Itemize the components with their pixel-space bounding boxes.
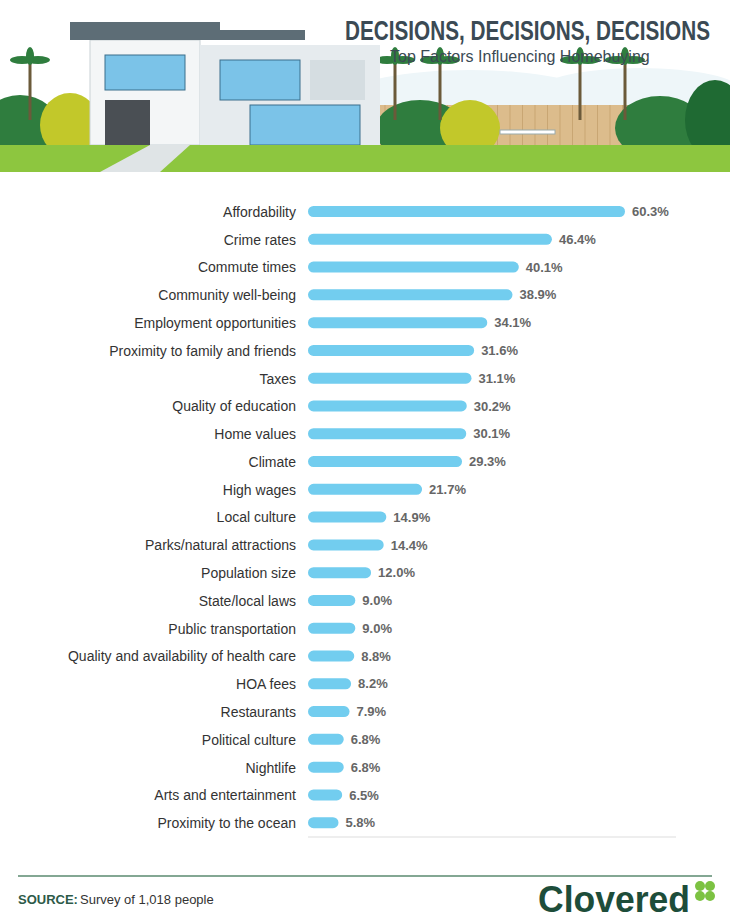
svg-text:12.0%: 12.0% (378, 565, 415, 580)
svg-text:38.9%: 38.9% (520, 287, 557, 302)
svg-text:7.9%: 7.9% (357, 704, 387, 719)
svg-text:29.3%: 29.3% (469, 454, 506, 469)
svg-text:Community well-being: Community well-being (158, 287, 296, 303)
svg-text:6.5%: 6.5% (349, 788, 379, 803)
svg-text:8.8%: 8.8% (361, 649, 391, 664)
svg-text:31.6%: 31.6% (481, 343, 518, 358)
svg-text:Restaurants: Restaurants (221, 704, 296, 720)
svg-text:Crime rates: Crime rates (224, 232, 296, 248)
svg-text:Taxes: Taxes (259, 371, 296, 387)
svg-text:6.8%: 6.8% (351, 760, 381, 775)
svg-text:30.2%: 30.2% (474, 399, 511, 414)
svg-text:34.1%: 34.1% (494, 315, 531, 330)
svg-text:30.1%: 30.1% (473, 426, 510, 441)
svg-text:6.8%: 6.8% (351, 732, 381, 747)
svg-text:Top Factors Influencing Homebu: Top Factors Influencing Homebuying (390, 48, 650, 65)
svg-text:14.4%: 14.4% (391, 538, 428, 553)
svg-text:Commute times: Commute times (198, 259, 296, 275)
svg-text:Parks/natural attractions: Parks/natural attractions (145, 537, 296, 553)
svg-text:SOURCE:: SOURCE: (18, 892, 78, 907)
svg-text:HOA fees: HOA fees (236, 676, 296, 692)
svg-text:Quality of education: Quality of education (172, 398, 296, 414)
svg-text:High wages: High wages (223, 482, 296, 498)
svg-text:Population size: Population size (201, 565, 296, 581)
svg-text:31.1%: 31.1% (478, 371, 515, 386)
svg-text:40.1%: 40.1% (526, 260, 563, 275)
svg-text:Proximity to family and friend: Proximity to family and friends (109, 343, 296, 359)
svg-text:9.0%: 9.0% (362, 593, 392, 608)
svg-text:Political culture: Political culture (202, 732, 296, 748)
svg-text:Nightlife: Nightlife (245, 760, 296, 776)
svg-text:Survey of 1,018 people: Survey of 1,018 people (80, 892, 214, 907)
svg-text:Local culture: Local culture (217, 509, 297, 525)
svg-text:Public transportation: Public transportation (168, 621, 296, 637)
svg-text:Arts and entertainment: Arts and entertainment (154, 787, 296, 803)
svg-text:State/local laws: State/local laws (199, 593, 296, 609)
svg-text:DECISIONS, DECISIONS, DECISION: DECISIONS, DECISIONS, DECISIONS (345, 15, 710, 46)
svg-text:Home values: Home values (214, 426, 296, 442)
svg-text:21.7%: 21.7% (429, 482, 466, 497)
svg-text:9.0%: 9.0% (362, 621, 392, 636)
svg-text:Proximity to the ocean: Proximity to the ocean (157, 815, 296, 831)
svg-text:8.2%: 8.2% (358, 676, 388, 691)
svg-text:Quality and availability of he: Quality and availability of health care (68, 648, 296, 664)
svg-text:Employment opportunities: Employment opportunities (134, 315, 296, 331)
svg-text:46.4%: 46.4% (559, 232, 596, 247)
svg-text:Climate: Climate (249, 454, 297, 470)
svg-text:14.9%: 14.9% (393, 510, 430, 525)
svg-text:Affordability: Affordability (223, 204, 296, 220)
svg-text:5.8%: 5.8% (345, 815, 375, 830)
svg-text:Clovered: Clovered (538, 879, 690, 920)
svg-text:60.3%: 60.3% (632, 204, 669, 219)
